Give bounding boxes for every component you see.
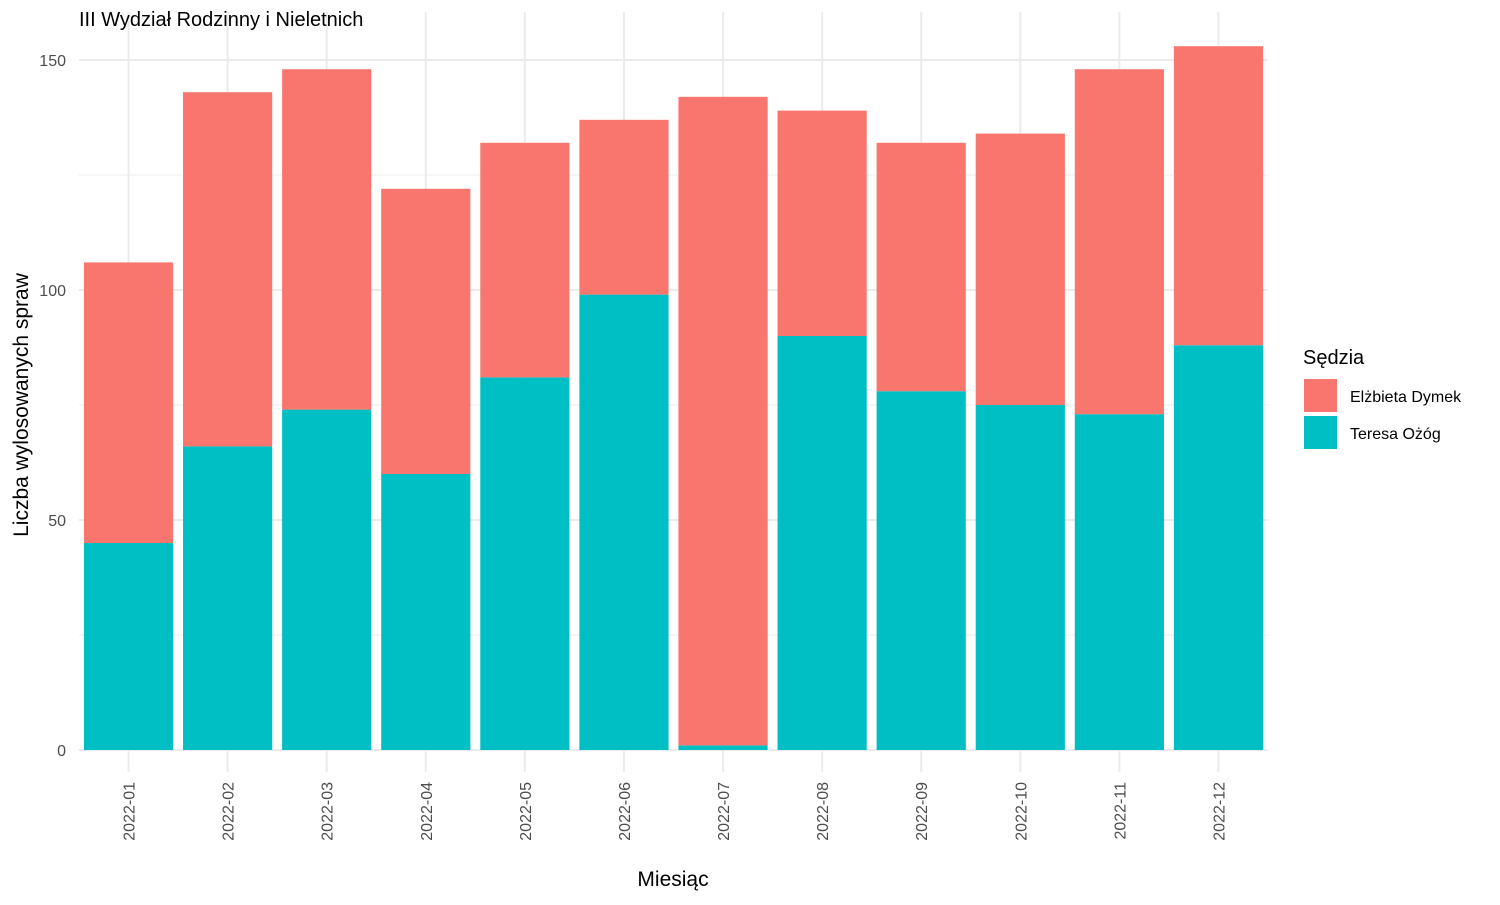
- x-tick-label: 2022-02: [221, 782, 238, 841]
- chart-title: III Wydział Rodzinny i Nieletnich: [79, 9, 363, 31]
- x-tick-label: 2022-09: [914, 782, 931, 841]
- bar-segment: [579, 119, 669, 295]
- legend-swatch: [1304, 416, 1337, 449]
- bar-segment: [83, 262, 174, 543]
- bar-segment: [777, 336, 867, 750]
- bar-segment: [876, 391, 966, 750]
- x-tick-label: 2022-07: [716, 782, 733, 841]
- y-tick-label: 150: [39, 53, 66, 70]
- bar-segment: [777, 110, 867, 336]
- bar-segment: [1173, 46, 1264, 346]
- x-tick-label: 2022-11: [1112, 782, 1129, 840]
- y-tick-label: 50: [48, 513, 66, 530]
- bar-segment: [282, 409, 372, 750]
- bar-segment: [183, 92, 273, 447]
- bar-segment: [678, 745, 768, 750]
- bar-segment: [1173, 345, 1264, 750]
- y-tick-label: 100: [39, 283, 66, 300]
- x-tick-label: 2022-01: [122, 782, 139, 841]
- y-tick-label: 0: [57, 743, 66, 760]
- bar-segment: [381, 188, 471, 475]
- x-axis-label: Miesiąc: [637, 868, 708, 891]
- bar-segment: [480, 142, 570, 378]
- x-tick-label: 2022-10: [1013, 782, 1030, 841]
- legend-title: Sędzia: [1303, 347, 1365, 369]
- legend-items: Elżbieta Dymek Teresa Ożóg: [1304, 379, 1462, 449]
- bar-segment: [1074, 69, 1164, 415]
- x-tick-label: 2022-03: [320, 782, 337, 841]
- x-tick-label: 2022-04: [419, 782, 436, 841]
- legend-label: Elżbieta Dymek: [1350, 389, 1462, 406]
- x-tick-label: 2022-12: [1211, 782, 1228, 841]
- bar-segment: [282, 69, 372, 410]
- bar-segment: [579, 294, 669, 750]
- bars: [83, 46, 1264, 750]
- bar-segment: [183, 446, 273, 750]
- x-tick-label: 2022-06: [617, 782, 634, 841]
- legend-label: Teresa Ożóg: [1350, 426, 1441, 443]
- x-tick-label: 2022-05: [518, 782, 535, 841]
- bar-segment: [1074, 414, 1164, 750]
- bar-segment: [876, 142, 966, 392]
- legend: Sędzia Elżbieta Dymek Teresa Ożóg: [1303, 347, 1462, 449]
- bar-segment: [83, 543, 174, 750]
- y-axis-label: Liczba wylosowanych spraw: [10, 272, 33, 537]
- axes: 0 50 100 150 2022-01 2022-02 2022-03 2022-04 202…: [39, 53, 1228, 841]
- bar-segment: [678, 96, 768, 746]
- bar-segment: [381, 474, 471, 750]
- bar-segment: [975, 133, 1065, 405]
- bar-segment: [975, 405, 1065, 750]
- x-tick-label: 2022-08: [815, 782, 832, 841]
- legend-swatch: [1304, 379, 1337, 412]
- bar-segment: [480, 377, 570, 750]
